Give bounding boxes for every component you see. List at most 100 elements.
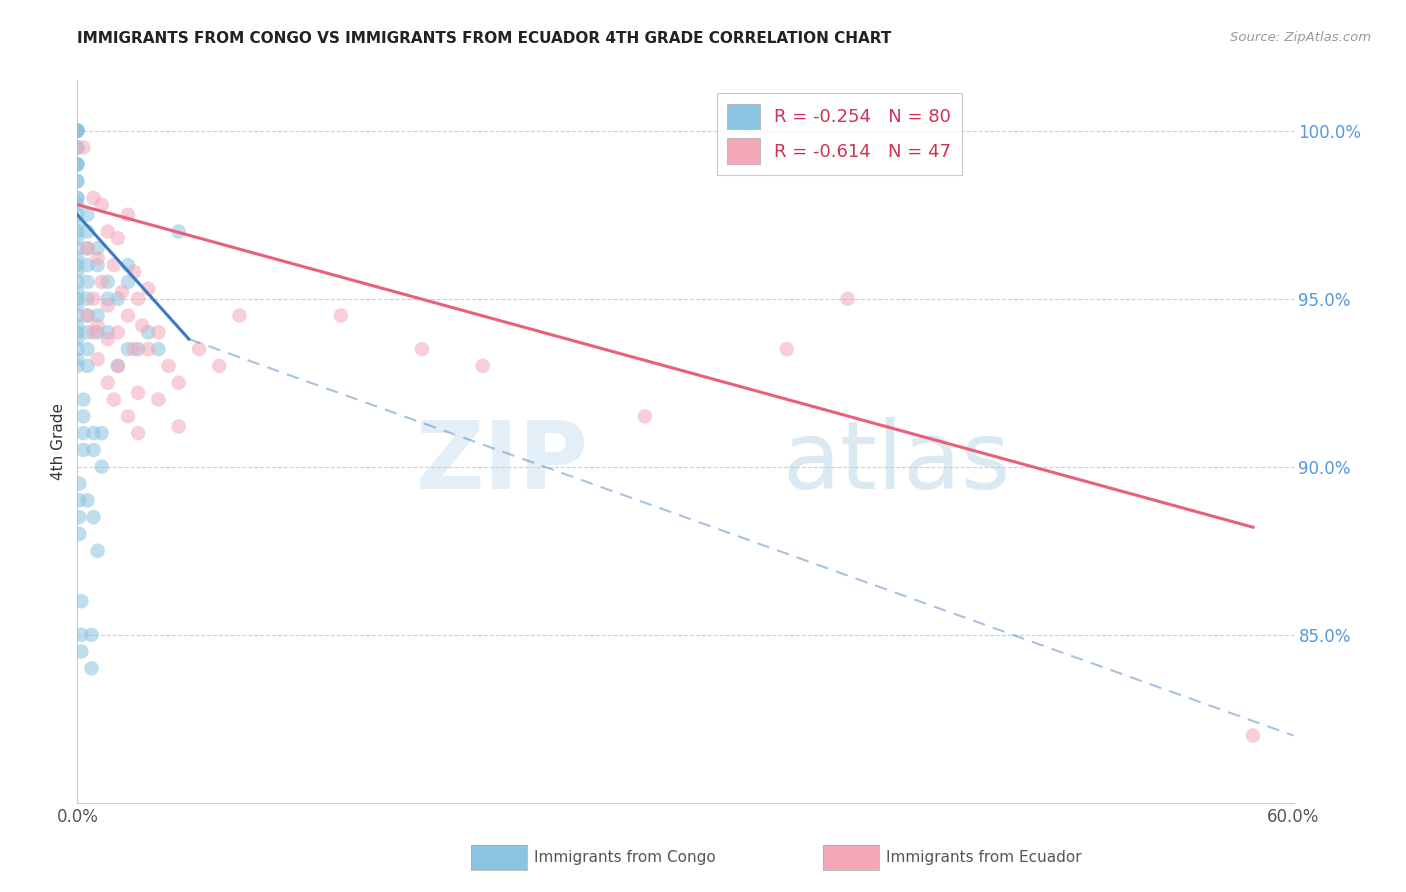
Point [329,309,352,323]
Point [66,124,89,138]
Point [66,231,89,245]
Point [76,292,98,306]
Point [107,326,129,340]
Point [83,510,105,524]
Point [66,292,89,306]
Point [837,292,859,306]
Point [117,409,139,424]
Point [66,258,89,272]
Point [67,476,90,491]
Point [131,318,153,333]
Point [80,661,103,675]
Point [66,140,89,154]
Point [66,197,89,211]
Point [66,298,89,312]
Point [76,275,98,289]
Point [66,157,89,171]
Point [97,376,120,390]
Point [471,359,494,373]
Point [76,225,98,239]
Point [86,258,108,272]
Point [97,326,120,340]
Point [97,292,120,306]
Point [66,326,89,340]
Point [117,208,139,222]
Point [1241,729,1264,743]
Point [76,258,98,272]
Text: ZIP: ZIP [415,417,588,509]
Point [66,208,89,222]
Point [66,342,89,356]
Point [86,241,108,255]
Point [66,309,89,323]
Point [66,140,89,154]
Text: Source: ZipAtlas.com: Source: ZipAtlas.com [1230,31,1371,45]
Point [83,326,105,340]
Point [72,442,94,457]
Point [76,342,98,356]
Point [122,342,145,356]
Point [86,543,108,558]
Point [67,493,90,508]
Point [72,409,94,424]
Point [72,392,94,407]
Point [86,352,108,367]
Point [76,208,98,222]
Y-axis label: 4th Grade: 4th Grade [51,403,66,480]
Point [97,275,120,289]
Point [228,309,250,323]
Point [167,225,190,239]
Point [148,342,170,356]
Point [76,309,98,323]
Point [76,359,98,373]
Point [127,292,149,306]
Point [411,342,433,356]
Point [66,275,89,289]
Point [83,442,105,457]
Point [157,359,180,373]
Point [136,342,159,356]
Point [97,225,120,239]
Point [127,426,149,441]
Point [86,252,108,266]
Point [103,392,125,407]
Point [66,241,89,255]
Point [188,342,211,356]
Point [83,191,105,205]
Point [66,265,89,279]
Point [76,309,98,323]
Point [86,318,108,333]
Point [97,332,120,346]
Point [107,359,129,373]
Point [66,352,89,367]
Point [66,124,89,138]
Point [208,359,231,373]
Point [117,275,139,289]
Point [167,376,190,390]
Point [66,359,89,373]
Legend: R = -0.254   N = 80, R = -0.614   N = 47: R = -0.254 N = 80, R = -0.614 N = 47 [717,93,962,175]
Point [66,124,89,138]
Point [86,326,108,340]
Point [66,218,89,232]
Point [66,285,89,299]
Point [76,326,98,340]
Point [136,282,159,296]
Point [66,318,89,333]
Point [66,225,89,239]
Point [70,644,93,658]
Point [76,241,98,255]
Point [80,628,103,642]
Point [66,124,89,138]
Point [117,309,139,323]
Point [634,409,657,424]
Point [66,191,89,205]
Point [66,124,89,138]
Point [103,258,125,272]
Point [136,326,159,340]
Point [66,157,89,171]
Text: Immigrants from Ecuador: Immigrants from Ecuador [886,850,1081,864]
Point [167,419,190,434]
Point [117,342,139,356]
Point [67,510,90,524]
